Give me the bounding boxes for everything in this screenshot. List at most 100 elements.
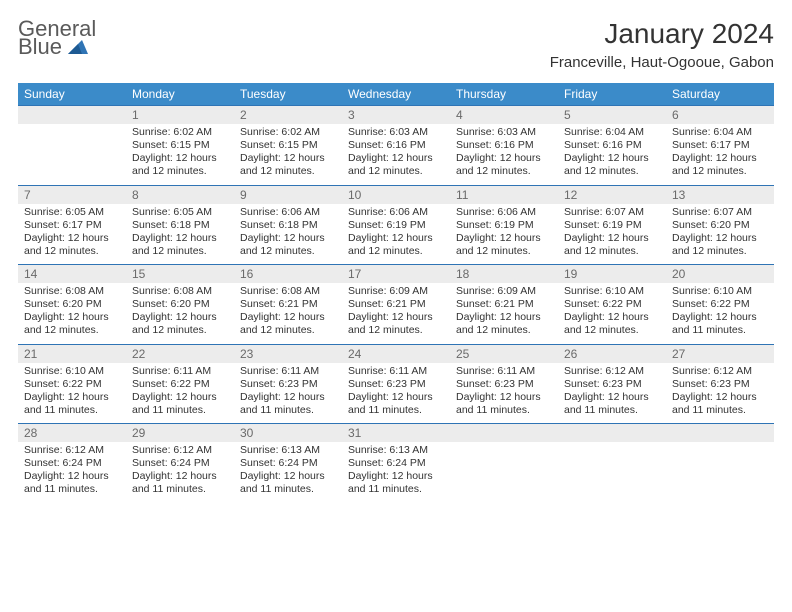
day-number: 1 <box>126 106 234 124</box>
daylight-text-1: Daylight: 12 hours <box>132 391 228 404</box>
calendar-day-cell <box>666 424 774 503</box>
calendar-week-row: 14Sunrise: 6:08 AMSunset: 6:20 PMDayligh… <box>18 265 774 345</box>
sunrise-text: Sunrise: 6:05 AM <box>24 206 120 219</box>
day-content <box>666 442 774 450</box>
daylight-text-2: and 12 minutes. <box>240 165 336 178</box>
sunrise-text: Sunrise: 6:13 AM <box>348 444 444 457</box>
calendar-day-cell: 14Sunrise: 6:08 AMSunset: 6:20 PMDayligh… <box>18 265 126 345</box>
sunrise-text: Sunrise: 6:11 AM <box>240 365 336 378</box>
daylight-text-2: and 12 minutes. <box>672 165 768 178</box>
daylight-text-2: and 11 minutes. <box>564 404 660 417</box>
dow-sunday: Sunday <box>18 83 126 106</box>
day-content: Sunrise: 6:08 AMSunset: 6:21 PMDaylight:… <box>234 283 342 344</box>
sunset-text: Sunset: 6:20 PM <box>132 298 228 311</box>
day-content: Sunrise: 6:10 AMSunset: 6:22 PMDaylight:… <box>666 283 774 344</box>
calendar-day-cell: 28Sunrise: 6:12 AMSunset: 6:24 PMDayligh… <box>18 424 126 503</box>
sunset-text: Sunset: 6:19 PM <box>564 219 660 232</box>
sunset-text: Sunset: 6:17 PM <box>24 219 120 232</box>
daylight-text-1: Daylight: 12 hours <box>24 232 120 245</box>
day-content: Sunrise: 6:09 AMSunset: 6:21 PMDaylight:… <box>450 283 558 344</box>
calendar-day-cell: 27Sunrise: 6:12 AMSunset: 6:23 PMDayligh… <box>666 344 774 424</box>
sunset-text: Sunset: 6:24 PM <box>24 457 120 470</box>
daylight-text-2: and 11 minutes. <box>456 404 552 417</box>
calendar-day-cell: 24Sunrise: 6:11 AMSunset: 6:23 PMDayligh… <box>342 344 450 424</box>
dow-saturday: Saturday <box>666 83 774 106</box>
calendar-day-cell: 15Sunrise: 6:08 AMSunset: 6:20 PMDayligh… <box>126 265 234 345</box>
sunset-text: Sunset: 6:23 PM <box>564 378 660 391</box>
sunset-text: Sunset: 6:22 PM <box>564 298 660 311</box>
day-number <box>558 424 666 442</box>
sunrise-text: Sunrise: 6:10 AM <box>672 285 768 298</box>
daylight-text-2: and 12 minutes. <box>132 165 228 178</box>
day-content: Sunrise: 6:11 AMSunset: 6:23 PMDaylight:… <box>450 363 558 424</box>
day-number: 28 <box>18 424 126 442</box>
day-number: 14 <box>18 265 126 283</box>
daylight-text-2: and 11 minutes. <box>672 324 768 337</box>
day-content: Sunrise: 6:07 AMSunset: 6:20 PMDaylight:… <box>666 204 774 265</box>
daylight-text-1: Daylight: 12 hours <box>456 152 552 165</box>
month-title: January 2024 <box>550 18 774 50</box>
daylight-text-2: and 12 minutes. <box>132 245 228 258</box>
day-content: Sunrise: 6:03 AMSunset: 6:16 PMDaylight:… <box>342 124 450 185</box>
sunrise-text: Sunrise: 6:13 AM <box>240 444 336 457</box>
sunset-text: Sunset: 6:24 PM <box>240 457 336 470</box>
daylight-text-1: Daylight: 12 hours <box>456 232 552 245</box>
calendar-day-cell: 17Sunrise: 6:09 AMSunset: 6:21 PMDayligh… <box>342 265 450 345</box>
sunset-text: Sunset: 6:16 PM <box>564 139 660 152</box>
day-number: 27 <box>666 345 774 363</box>
sunrise-text: Sunrise: 6:02 AM <box>240 126 336 139</box>
day-number <box>18 106 126 124</box>
day-content: Sunrise: 6:12 AMSunset: 6:23 PMDaylight:… <box>666 363 774 424</box>
day-number <box>450 424 558 442</box>
day-number: 7 <box>18 186 126 204</box>
daylight-text-2: and 12 minutes. <box>348 165 444 178</box>
sunrise-text: Sunrise: 6:09 AM <box>348 285 444 298</box>
day-number: 20 <box>666 265 774 283</box>
dow-monday: Monday <box>126 83 234 106</box>
calendar-day-cell: 8Sunrise: 6:05 AMSunset: 6:18 PMDaylight… <box>126 185 234 265</box>
sunrise-text: Sunrise: 6:10 AM <box>24 365 120 378</box>
calendar-day-cell: 12 Sunrise: 6:07 AMSunset: 6:19 PMDayligh… <box>558 185 666 265</box>
calendar-day-cell: 26Sunrise: 6:12 AMSunset: 6:23 PMDayligh… <box>558 344 666 424</box>
sunset-text: Sunset: 6:21 PM <box>456 298 552 311</box>
calendar-body: 1Sunrise: 6:02 AMSunset: 6:15 PMDaylight… <box>18 106 774 503</box>
sunrise-text: Sunrise: 6:12 AM <box>24 444 120 457</box>
sunset-text: Sunset: 6:18 PM <box>132 219 228 232</box>
sunset-text: Sunset: 6:23 PM <box>240 378 336 391</box>
daylight-text-1: Daylight: 12 hours <box>564 232 660 245</box>
calendar-day-cell: 11Sunrise: 6:06 AMSunset: 6:19 PMDayligh… <box>450 185 558 265</box>
sunrise-text: Sunrise: 6:12 AM <box>564 365 660 378</box>
sunrise-text: Sunrise: 6:07 AM <box>564 206 660 219</box>
sunrise-text: Sunrise: 6:04 AM <box>564 126 660 139</box>
sunset-text: Sunset: 6:22 PM <box>24 378 120 391</box>
sunrise-text: Sunrise: 6:02 AM <box>132 126 228 139</box>
calendar-day-cell: 2Sunrise: 6:02 AMSunset: 6:15 PMDaylight… <box>234 106 342 186</box>
daylight-text-1: Daylight: 12 hours <box>456 391 552 404</box>
calendar-table: Sunday Monday Tuesday Wednesday Thursday… <box>18 83 774 503</box>
daylight-text-1: Daylight: 12 hours <box>456 311 552 324</box>
sunset-text: Sunset: 6:19 PM <box>456 219 552 232</box>
daylight-text-2: and 12 minutes. <box>564 165 660 178</box>
day-content: Sunrise: 6:13 AMSunset: 6:24 PMDaylight:… <box>234 442 342 503</box>
day-content: Sunrise: 6:08 AMSunset: 6:20 PMDaylight:… <box>18 283 126 344</box>
daylight-text-1: Daylight: 12 hours <box>348 470 444 483</box>
daylight-text-2: and 11 minutes. <box>240 483 336 496</box>
calendar-day-cell: 29Sunrise: 6:12 AMSunset: 6:24 PMDayligh… <box>126 424 234 503</box>
sunrise-text: Sunrise: 6:06 AM <box>240 206 336 219</box>
daylight-text-1: Daylight: 12 hours <box>132 470 228 483</box>
daylight-text-2: and 11 minutes. <box>24 404 120 417</box>
day-number: 26 <box>558 345 666 363</box>
sunset-text: Sunset: 6:23 PM <box>456 378 552 391</box>
calendar-day-cell: 16Sunrise: 6:08 AMSunset: 6:21 PMDayligh… <box>234 265 342 345</box>
day-content <box>18 124 126 132</box>
calendar-day-cell: 20Sunrise: 6:10 AMSunset: 6:22 PMDayligh… <box>666 265 774 345</box>
sunset-text: Sunset: 6:20 PM <box>672 219 768 232</box>
day-number: 12 <box>558 186 666 204</box>
daylight-text-1: Daylight: 12 hours <box>672 311 768 324</box>
sunset-text: Sunset: 6:16 PM <box>456 139 552 152</box>
day-content: Sunrise: 6:06 AMSunset: 6:18 PMDaylight:… <box>234 204 342 265</box>
sunset-text: Sunset: 6:19 PM <box>348 219 444 232</box>
calendar-day-cell <box>558 424 666 503</box>
daylight-text-2: and 12 minutes. <box>24 245 120 258</box>
day-number: 16 <box>234 265 342 283</box>
